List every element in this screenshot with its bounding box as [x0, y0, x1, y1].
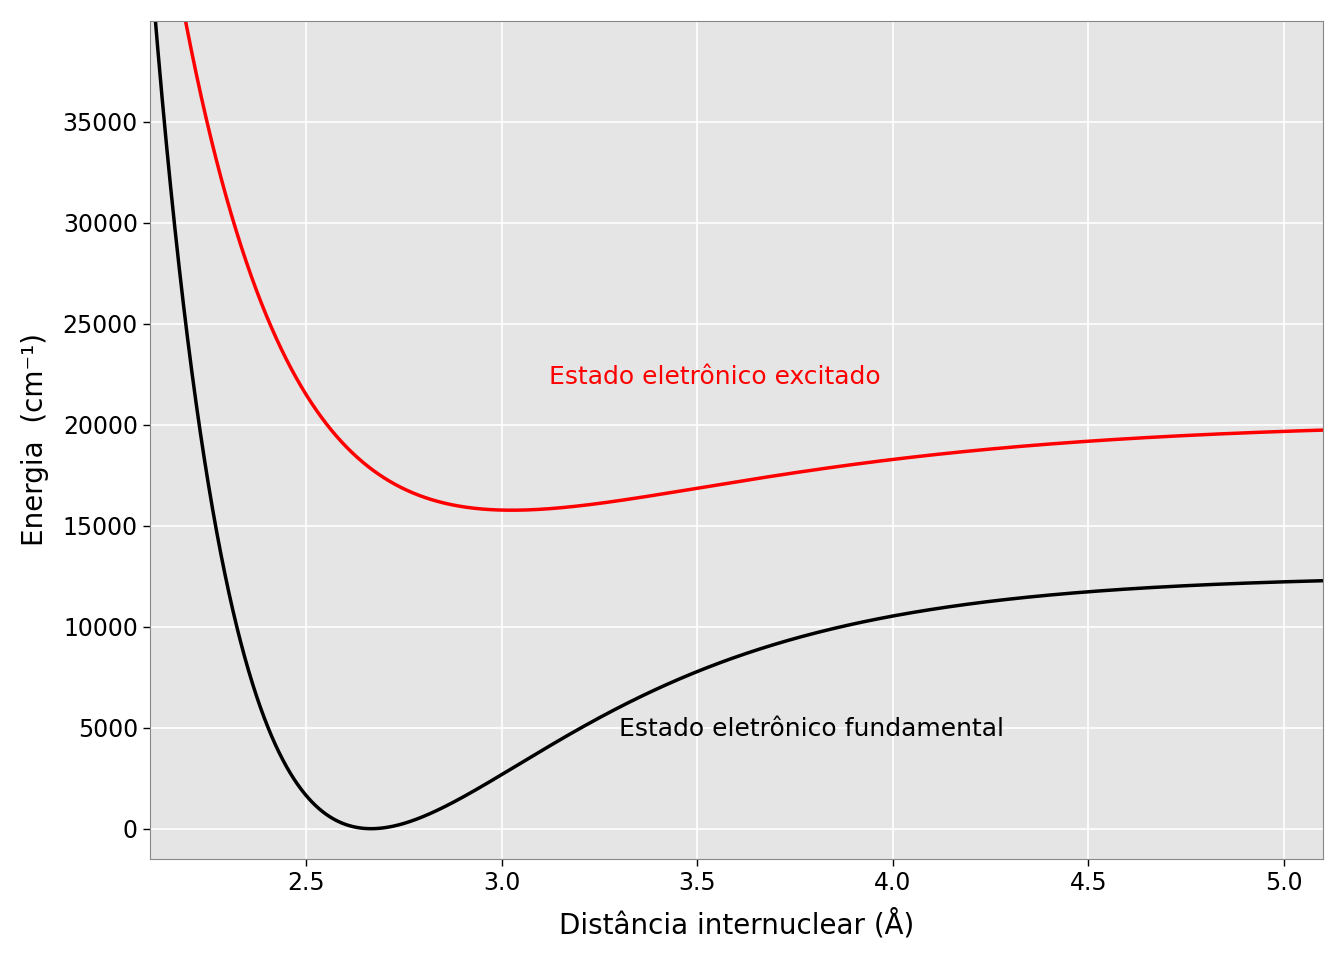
Y-axis label: Energia  (cm⁻¹): Energia (cm⁻¹) [22, 333, 48, 546]
Text: Estado eletrônico fundamental: Estado eletrônico fundamental [620, 717, 1004, 741]
X-axis label: Distância internuclear (Å): Distância internuclear (Å) [559, 909, 914, 939]
Text: Estado eletrônico excitado: Estado eletrônico excitado [548, 366, 880, 390]
